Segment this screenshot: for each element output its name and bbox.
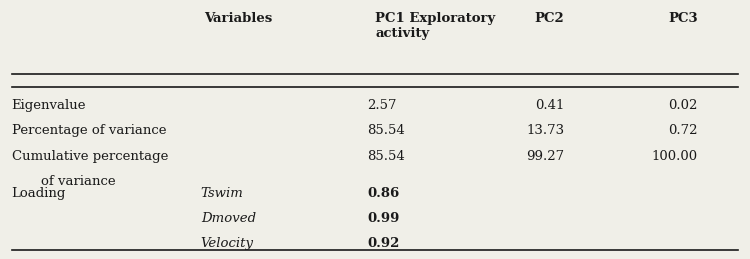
Text: PC3: PC3 bbox=[668, 12, 698, 25]
Text: 2.57: 2.57 bbox=[368, 99, 397, 112]
Text: PC1 Exploratory
activity: PC1 Exploratory activity bbox=[375, 12, 495, 40]
Text: PC2: PC2 bbox=[534, 12, 564, 25]
Text: Loading: Loading bbox=[11, 187, 66, 200]
Text: of variance: of variance bbox=[41, 175, 116, 188]
Text: 13.73: 13.73 bbox=[526, 125, 564, 138]
Text: 85.54: 85.54 bbox=[368, 149, 405, 163]
Text: Variables: Variables bbox=[205, 12, 273, 25]
Text: 0.41: 0.41 bbox=[535, 99, 564, 112]
Text: Cumulative percentage: Cumulative percentage bbox=[11, 149, 168, 163]
Text: 0.92: 0.92 bbox=[368, 237, 400, 250]
Text: 0.02: 0.02 bbox=[668, 99, 698, 112]
Text: 100.00: 100.00 bbox=[652, 149, 698, 163]
Text: Velocity: Velocity bbox=[201, 237, 254, 250]
Text: 0.72: 0.72 bbox=[668, 125, 698, 138]
Text: Percentage of variance: Percentage of variance bbox=[11, 125, 166, 138]
Text: Tswim: Tswim bbox=[201, 187, 244, 200]
Text: 0.86: 0.86 bbox=[368, 187, 400, 200]
Text: Eigenvalue: Eigenvalue bbox=[11, 99, 86, 112]
Text: 85.54: 85.54 bbox=[368, 125, 405, 138]
Text: 99.27: 99.27 bbox=[526, 149, 564, 163]
Text: Dmoved: Dmoved bbox=[201, 212, 256, 225]
Text: 0.99: 0.99 bbox=[368, 212, 400, 225]
